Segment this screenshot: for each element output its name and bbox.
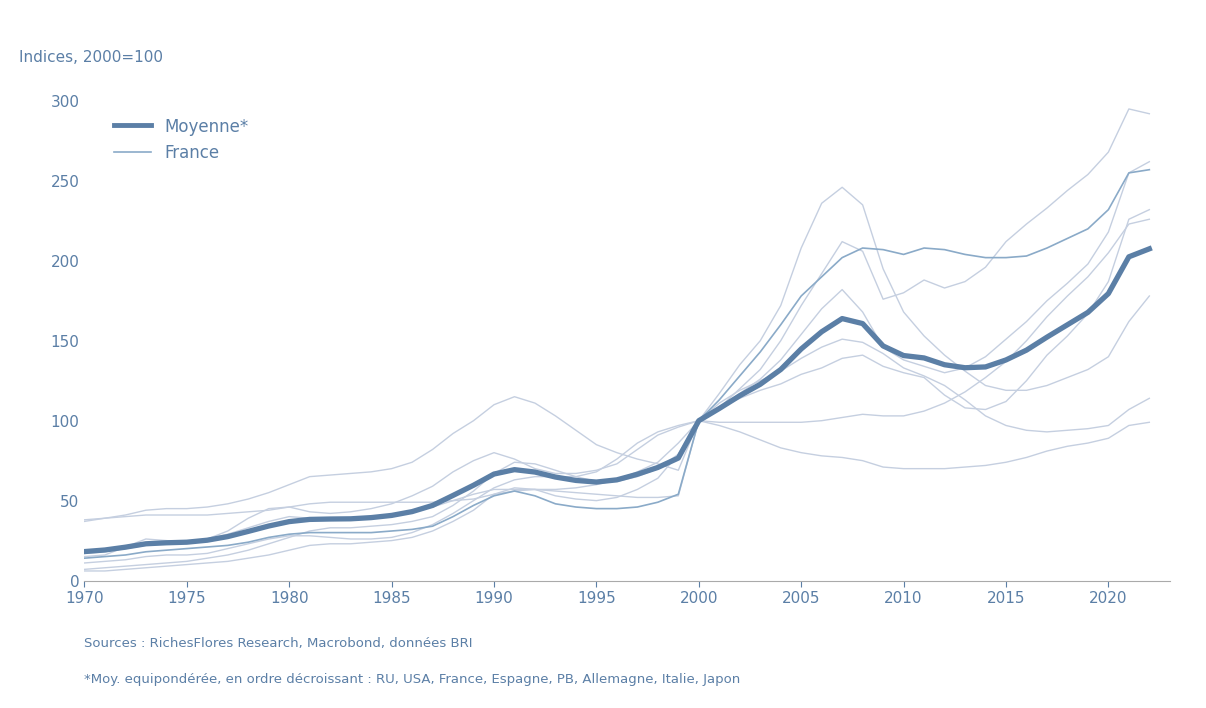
Text: Sources : RichesFlores Research, Macrobond, données BRI: Sources : RichesFlores Research, Macrobo… bbox=[84, 637, 473, 650]
Text: Indices, 2000=100: Indices, 2000=100 bbox=[19, 50, 163, 65]
Text: *Moy. equipondérée, en ordre décroissant : RU, USA, France, Espagne, PB, Allemag: *Moy. equipondérée, en ordre décroissant… bbox=[84, 673, 740, 685]
Legend: Moyenne*, France: Moyenne*, France bbox=[115, 118, 248, 162]
